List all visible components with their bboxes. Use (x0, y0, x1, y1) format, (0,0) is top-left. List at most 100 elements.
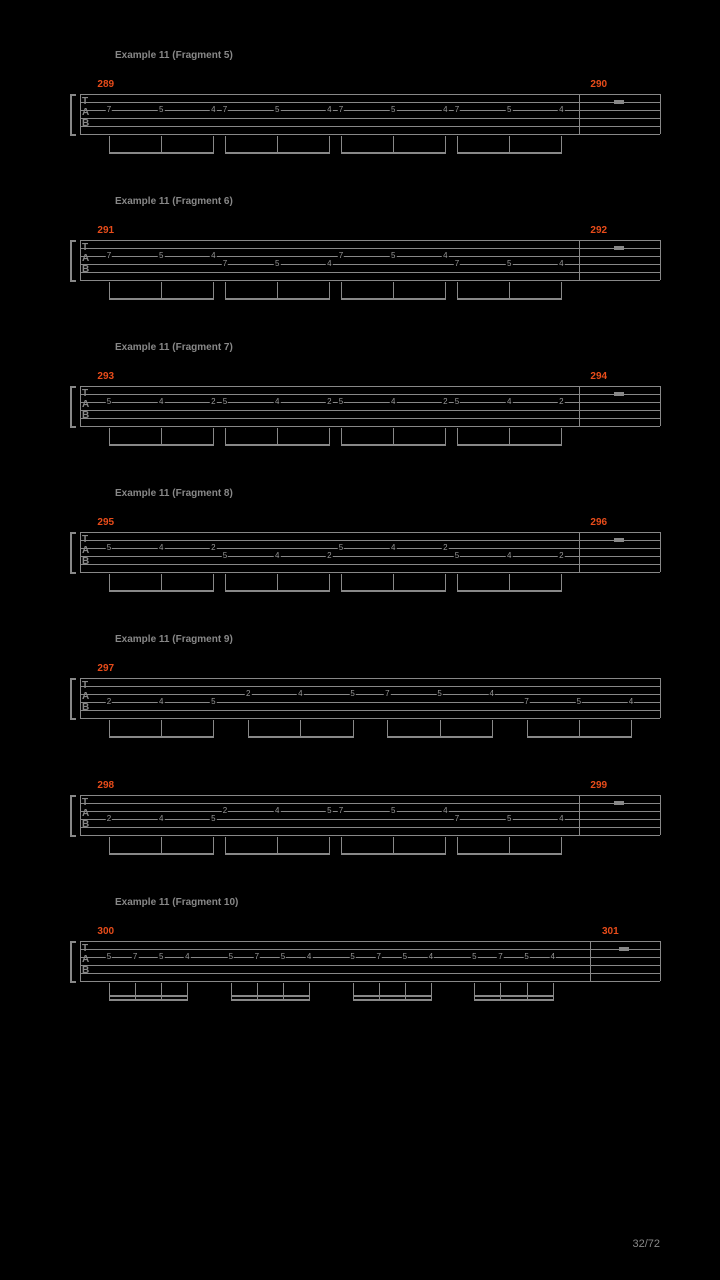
fret-number: 4 (442, 252, 448, 260)
barline (80, 678, 81, 718)
staff-wrap: TAB5754575457545754 (70, 941, 660, 983)
measure-number: 298 (97, 780, 114, 791)
string-line (80, 973, 660, 974)
staff-wrap: TAB542542542542 (70, 386, 660, 428)
string-line (80, 240, 660, 241)
fret-number: 7 (254, 953, 260, 961)
tab-staff: TAB542542542542 (80, 386, 660, 426)
measure-number: 299 (590, 780, 607, 791)
fret-number: 7 (523, 698, 529, 706)
beam (341, 444, 445, 446)
string-line (80, 835, 660, 836)
tab-clef: TAB (82, 943, 89, 976)
string-line (80, 702, 660, 703)
beam (457, 853, 561, 855)
fret-number: 5 (210, 815, 216, 823)
fret-number: 2 (210, 398, 216, 406)
fret-number: 4 (184, 953, 190, 961)
fret-number: 4 (506, 552, 512, 560)
fret-number: 5 (338, 544, 344, 552)
beam (109, 999, 187, 1001)
system-title: Example 11 (Fragment 6) (115, 196, 660, 207)
measure-number: 295 (97, 517, 114, 528)
fret-number: 2 (442, 544, 448, 552)
tab-staff: TAB5754575457545754 (80, 941, 660, 981)
string-line (80, 256, 660, 257)
measure-number: 300 (97, 926, 114, 937)
fret-number: 4 (442, 106, 448, 114)
note-stem (631, 720, 632, 738)
string-line (80, 941, 660, 942)
fret-number: 2 (558, 552, 564, 560)
fret-number: 4 (297, 690, 303, 698)
beam (457, 298, 561, 300)
string-line (80, 564, 660, 565)
fret-number: 5 (349, 690, 355, 698)
note-stem (353, 720, 354, 738)
fret-number: 4 (274, 552, 280, 560)
fret-number: 7 (375, 953, 381, 961)
fret-number: 4 (558, 260, 564, 268)
barline (579, 532, 580, 572)
barline (579, 94, 580, 134)
beam (225, 590, 329, 592)
bracket (70, 240, 76, 282)
note-stem (213, 136, 214, 154)
barline (80, 941, 81, 981)
fret-number: 4 (628, 698, 634, 706)
note-stem (431, 983, 432, 1001)
fret-number: 2 (558, 398, 564, 406)
string-line (80, 957, 660, 958)
string-line (80, 118, 660, 119)
tab-system: 298299TAB245245754754 (70, 780, 660, 859)
rest (614, 100, 624, 104)
string-line (80, 686, 660, 687)
beam (457, 152, 561, 154)
beam (109, 152, 213, 154)
measure-number: 292 (590, 225, 607, 236)
beam (231, 999, 309, 1001)
beam (527, 736, 631, 738)
fret-number: 5 (274, 260, 280, 268)
string-line (80, 272, 660, 273)
barline (660, 532, 661, 572)
system-title: Example 11 (Fragment 10) (115, 897, 660, 908)
rest (614, 392, 624, 396)
measure-numbers-row: 298 299 (80, 780, 660, 792)
beam (341, 590, 445, 592)
fret-number: 7 (222, 106, 228, 114)
measure-number: 301 (602, 926, 619, 937)
barline (660, 941, 661, 981)
staff-wrap: TAB542542542542 (70, 532, 660, 574)
system-title: Example 11 (Fragment 9) (115, 634, 660, 645)
fret-number: 4 (274, 398, 280, 406)
measure-number: 290 (590, 79, 607, 90)
bracket (70, 941, 76, 983)
note-stem (445, 282, 446, 300)
fret-number: 5 (158, 953, 164, 961)
staff-wrap: TAB245245754754 (70, 678, 660, 720)
string-line (80, 264, 660, 265)
note-stem (445, 428, 446, 446)
note-stem (329, 428, 330, 446)
beam (341, 152, 445, 154)
rest (619, 947, 629, 951)
beam-area (80, 574, 660, 596)
staff-wrap: TAB754754754754 (70, 94, 660, 136)
fret-number: 4 (326, 106, 332, 114)
measure-numbers-row: 291292 (80, 225, 660, 237)
tab-staff: TAB754754754754 (80, 240, 660, 280)
fret-number: 2 (245, 690, 251, 698)
beam (225, 853, 329, 855)
note-stem (329, 574, 330, 592)
beam-area (80, 136, 660, 158)
tab-clef: TAB (82, 797, 89, 830)
fret-number: 7 (222, 260, 228, 268)
tab-system: Example 11 (Fragment 6)291292TAB75475475… (70, 196, 660, 304)
beam-area (80, 720, 660, 742)
string-line (80, 803, 660, 804)
string-line (80, 819, 660, 820)
fret-number: 5 (506, 815, 512, 823)
note-stem (329, 282, 330, 300)
beam-area (80, 837, 660, 859)
